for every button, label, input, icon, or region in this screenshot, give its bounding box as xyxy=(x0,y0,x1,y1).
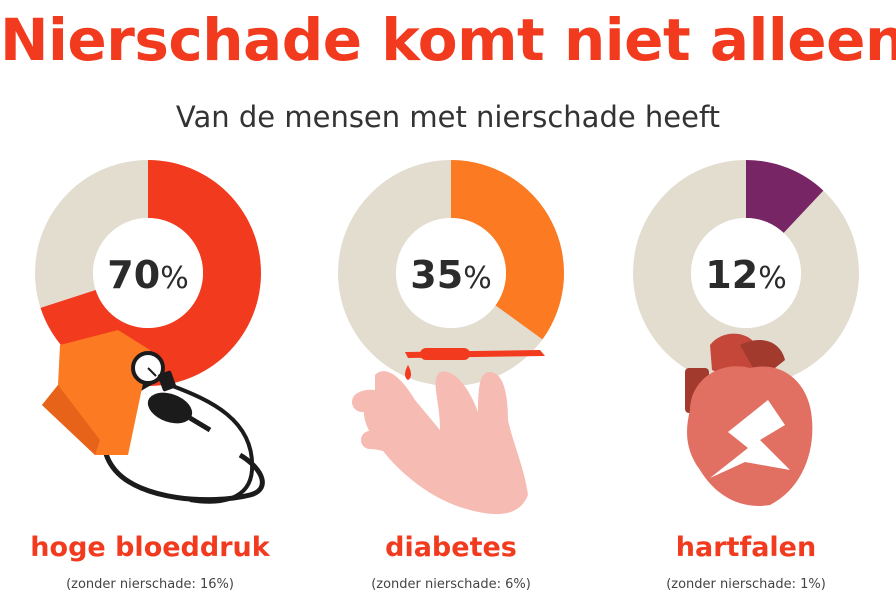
category-label-hartfalen: hartfalen xyxy=(675,532,817,563)
broken-heart-icon xyxy=(685,333,813,506)
page-title: Nierschade komt niet alleen xyxy=(0,6,896,74)
donut-segment xyxy=(40,160,262,386)
category-label-hoge-bloeddruk: hoge bloeddruk xyxy=(30,532,270,563)
page-subtitle: Van de mensen met nierschade heeft xyxy=(175,100,721,134)
hand-lancet-icon xyxy=(352,348,545,515)
comparison-note-hartfalen: (zonder nierschade: 1%) xyxy=(666,577,826,592)
comparison-note-hoge-bloeddruk: (zonder nierschade: 16%) xyxy=(66,577,234,592)
category-label-diabetes: diabetes xyxy=(385,532,517,563)
donut-hole xyxy=(93,218,203,328)
comparison-note-diabetes: (zonder nierschade: 6%) xyxy=(371,577,531,592)
donut-segment xyxy=(451,160,564,340)
donut-hoge-bloeddruk xyxy=(35,160,262,386)
donut-hole xyxy=(396,218,506,328)
percent-label: 35% xyxy=(410,253,491,297)
donut-diabetes xyxy=(338,160,564,386)
donut-hole xyxy=(691,218,801,328)
donut-segment xyxy=(746,160,824,233)
percent-label: 12% xyxy=(705,253,786,297)
blood-pressure-monitor-icon xyxy=(42,330,265,504)
percent-label: 70% xyxy=(107,253,188,297)
